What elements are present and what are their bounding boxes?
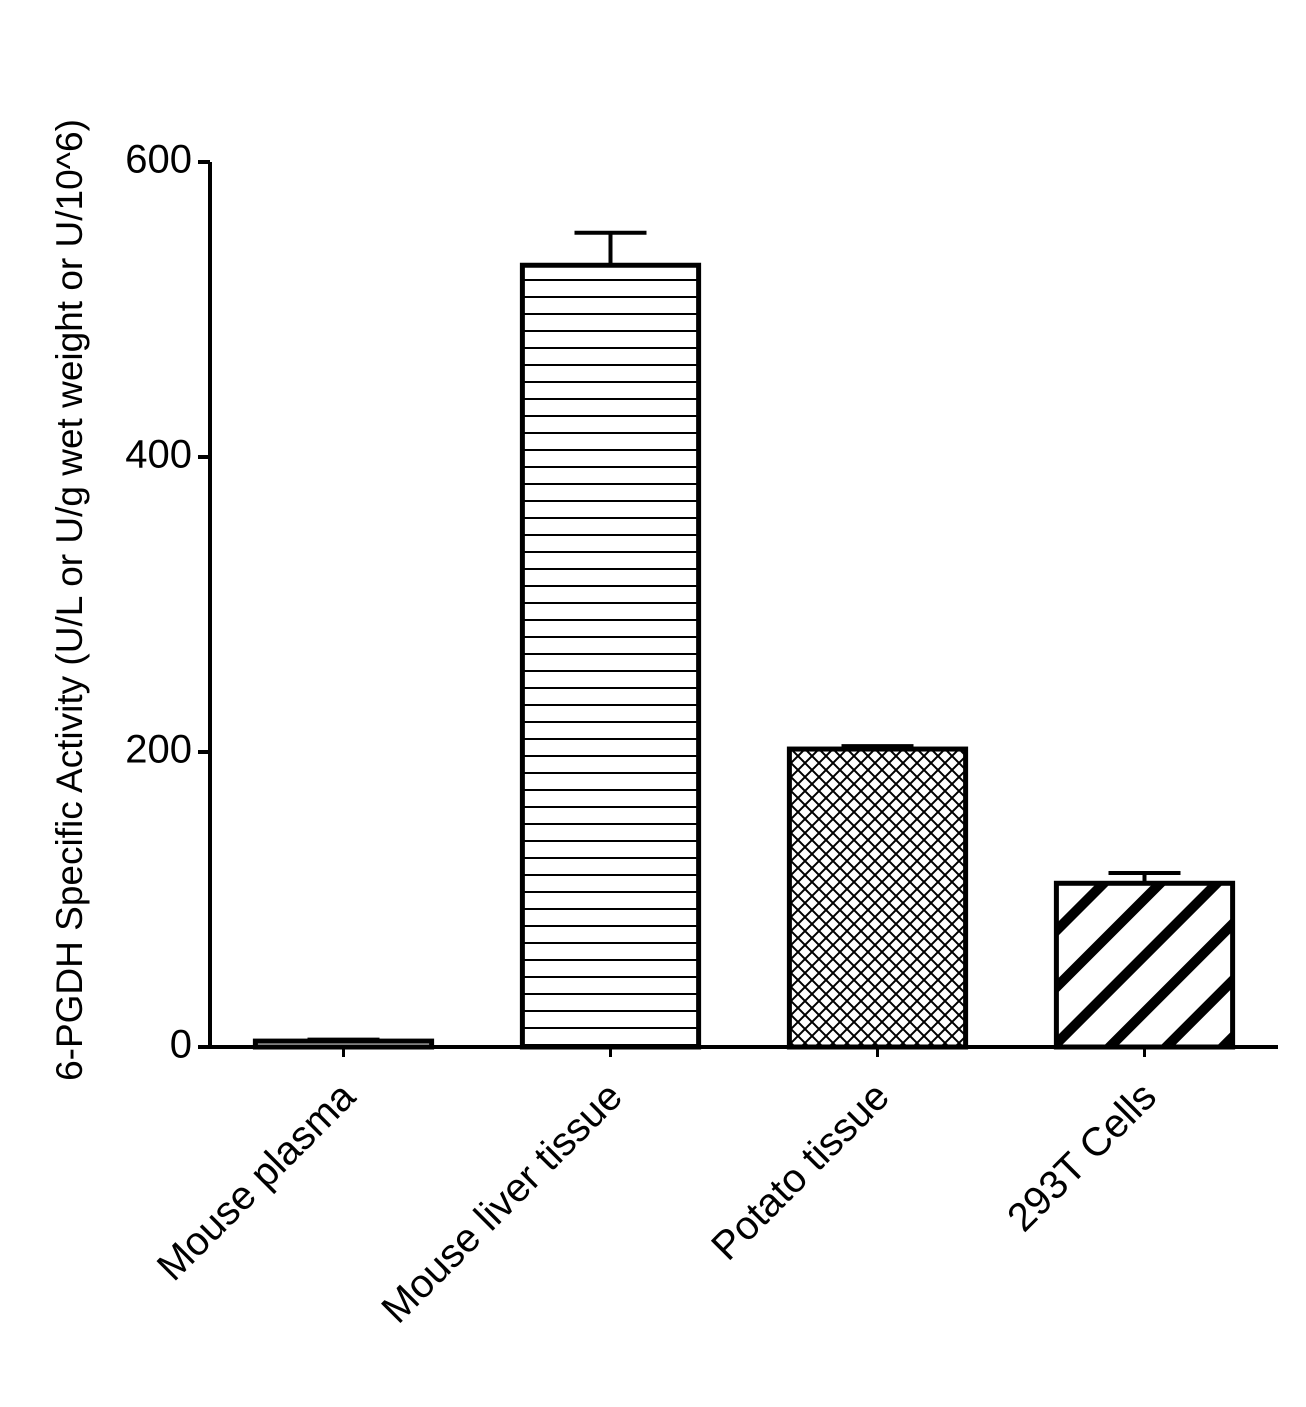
y-tick-label: 200: [125, 728, 192, 772]
y-axis-label: 6-PGDH Specific Activity (U/L or U/g wet…: [49, 119, 90, 1081]
y-tick-label: 0: [170, 1023, 192, 1067]
bar: [1053, 880, 1236, 1050]
y-tick-label: 400: [125, 433, 192, 477]
x-tick-label: Mouse plasma: [149, 1074, 365, 1290]
y-tick-label: 600: [125, 138, 192, 182]
x-tick-label: Potato tissue: [703, 1074, 898, 1269]
bar: [519, 262, 702, 1050]
x-tick-label: Mouse liver tissue: [373, 1074, 630, 1331]
bar: [786, 746, 969, 1050]
x-tick-label: 293T Cells: [999, 1074, 1165, 1240]
